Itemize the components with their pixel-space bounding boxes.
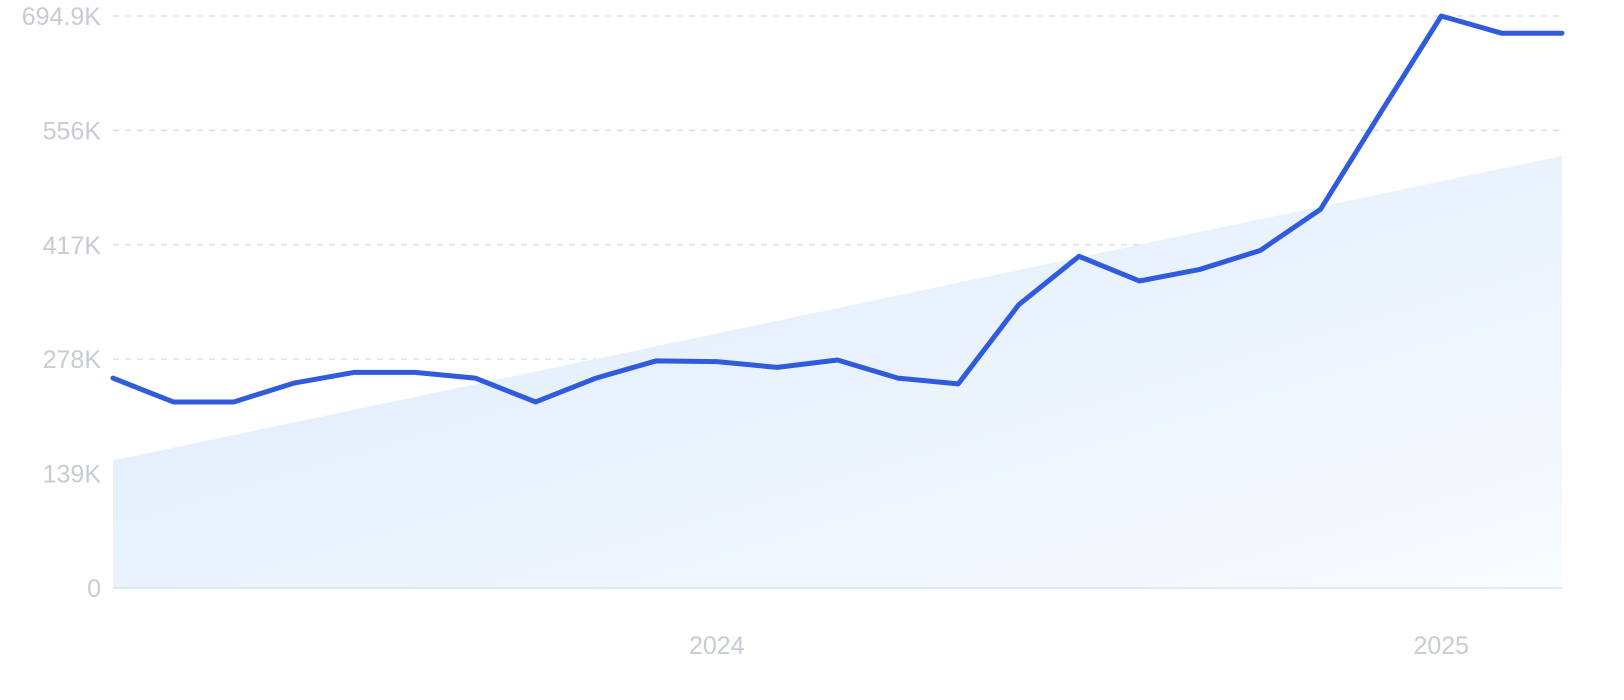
trend-area bbox=[113, 155, 1562, 588]
x-axis-labels: 2024 2025 bbox=[689, 632, 1469, 660]
trend-layer bbox=[113, 155, 1562, 588]
x-tick-label: 2025 bbox=[1413, 632, 1469, 660]
series-layer bbox=[110, 13, 1565, 405]
y-tick-label: 417K bbox=[43, 232, 102, 260]
y-tick-label: 0 bbox=[87, 575, 101, 603]
y-axis-labels: 0 139K 278K 417K 556K 694.9K bbox=[22, 3, 102, 603]
x-tick-label: 2024 bbox=[689, 632, 745, 660]
y-tick-label: 694.9K bbox=[22, 3, 102, 31]
y-tick-label: 139K bbox=[43, 461, 102, 489]
y-tick-label: 556K bbox=[43, 117, 102, 145]
series-line bbox=[110, 13, 1565, 405]
y-tick-label: 278K bbox=[43, 346, 102, 374]
